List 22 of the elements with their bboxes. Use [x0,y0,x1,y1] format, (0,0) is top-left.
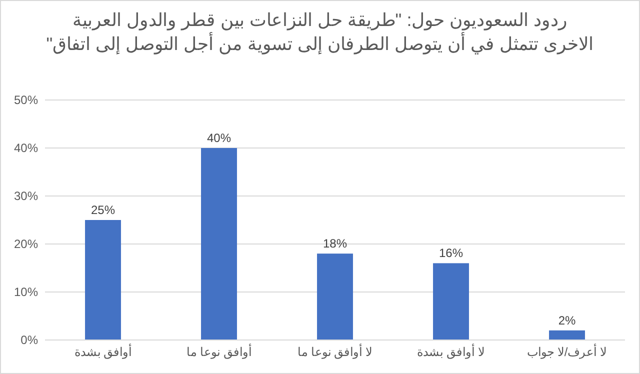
x-tick-label: لا أعرف/لا جواب [526,344,608,360]
bar [201,148,237,340]
data-label: 18% [322,236,348,251]
bar [317,254,353,340]
data-label: 16% [438,246,464,260]
data-label: 25% [90,203,116,217]
x-tick-label: لا أوافق بشدة [417,344,485,360]
y-tick-label: 20% [14,236,38,251]
bar [85,220,121,340]
y-tick-label: 50% [14,92,38,107]
y-tick-label: 0% [20,332,38,347]
x-tick-label: لا أوافق نوعا ما [297,344,373,360]
bar [549,330,585,340]
data-label: 2% [558,313,576,328]
y-tick-label: 10% [14,284,38,299]
chart-title: ردود السعوديون حول: "طريقة حل النزاعات بين قطر والدول العربية الاخرى تتمثل في أن يتوصل الطرفان إلى تسوية من أجل التوصل إلى اتفاق" [46,10,594,55]
y-tick-label: 40% [14,140,38,155]
x-tick-label: أوافق بشدة [74,344,132,360]
x-tick-label: أوافق نوعا ما [186,344,252,360]
data-label: 40% [206,131,232,145]
y-tick-label: 30% [14,188,38,203]
bar [433,263,469,340]
